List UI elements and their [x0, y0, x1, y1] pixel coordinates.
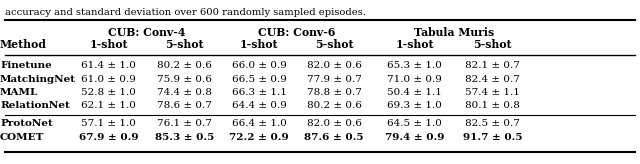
Text: CUB: Conv-4: CUB: Conv-4 — [108, 27, 185, 38]
Text: 50.4 ± 1.1: 50.4 ± 1.1 — [387, 88, 442, 96]
Text: Method: Method — [0, 39, 47, 50]
Text: 57.1 ± 1.0: 57.1 ± 1.0 — [81, 120, 136, 129]
Text: 5-shot: 5-shot — [474, 39, 512, 50]
Text: 78.6 ± 0.7: 78.6 ± 0.7 — [157, 101, 212, 110]
Text: 66.3 ± 1.1: 66.3 ± 1.1 — [232, 88, 287, 96]
Text: 75.9 ± 0.6: 75.9 ± 0.6 — [157, 74, 212, 83]
Text: 61.4 ± 1.0: 61.4 ± 1.0 — [81, 62, 136, 71]
Text: 91.7 ± 0.5: 91.7 ± 0.5 — [463, 133, 522, 142]
Text: 5-shot: 5-shot — [165, 39, 204, 50]
Text: ProtoNet: ProtoNet — [0, 120, 52, 129]
Text: 78.8 ± 0.7: 78.8 ± 0.7 — [307, 88, 362, 96]
Text: RelationNet: RelationNet — [0, 101, 70, 110]
Text: 85.3 ± 0.5: 85.3 ± 0.5 — [155, 133, 214, 142]
Text: 67.9 ± 0.9: 67.9 ± 0.9 — [79, 133, 138, 142]
Text: 76.1 ± 0.7: 76.1 ± 0.7 — [157, 120, 212, 129]
Text: 62.1 ± 1.0: 62.1 ± 1.0 — [81, 101, 136, 110]
Text: 82.0 ± 0.6: 82.0 ± 0.6 — [307, 120, 362, 129]
Text: 87.6 ± 0.5: 87.6 ± 0.5 — [305, 133, 364, 142]
Text: 66.4 ± 1.0: 66.4 ± 1.0 — [232, 120, 287, 129]
Text: 5-shot: 5-shot — [315, 39, 353, 50]
Text: 52.8 ± 1.0: 52.8 ± 1.0 — [81, 88, 136, 96]
Text: 64.4 ± 0.9: 64.4 ± 0.9 — [232, 101, 287, 110]
Text: accuracy and standard deviation over 600 randomly sampled episodes.: accuracy and standard deviation over 600… — [5, 8, 366, 17]
Text: COMET: COMET — [0, 133, 44, 142]
Text: 82.1 ± 0.7: 82.1 ± 0.7 — [465, 62, 520, 71]
Text: 57.4 ± 1.1: 57.4 ± 1.1 — [465, 88, 520, 96]
Text: 64.5 ± 1.0: 64.5 ± 1.0 — [387, 120, 442, 129]
Text: 79.4 ± 0.9: 79.4 ± 0.9 — [385, 133, 444, 142]
Text: 80.2 ± 0.6: 80.2 ± 0.6 — [307, 101, 362, 110]
Text: 82.5 ± 0.7: 82.5 ± 0.7 — [465, 120, 520, 129]
Text: 80.2 ± 0.6: 80.2 ± 0.6 — [157, 62, 212, 71]
Text: 77.9 ± 0.7: 77.9 ± 0.7 — [307, 74, 362, 83]
Text: 82.4 ± 0.7: 82.4 ± 0.7 — [465, 74, 520, 83]
Text: 61.0 ± 0.9: 61.0 ± 0.9 — [81, 74, 136, 83]
Text: 74.4 ± 0.8: 74.4 ± 0.8 — [157, 88, 212, 96]
Text: 66.0 ± 0.9: 66.0 ± 0.9 — [232, 62, 287, 71]
Text: 82.0 ± 0.6: 82.0 ± 0.6 — [307, 62, 362, 71]
Text: 66.5 ± 0.9: 66.5 ± 0.9 — [232, 74, 287, 83]
Text: Finetune: Finetune — [0, 62, 52, 71]
Text: MAML: MAML — [0, 88, 38, 96]
Text: MatchingNet: MatchingNet — [0, 74, 76, 83]
Text: 1-shot: 1-shot — [90, 39, 128, 50]
Text: 80.1 ± 0.8: 80.1 ± 0.8 — [465, 101, 520, 110]
Text: 65.3 ± 1.0: 65.3 ± 1.0 — [387, 62, 442, 71]
Text: Tabula Muris: Tabula Muris — [413, 27, 494, 38]
Text: 1-shot: 1-shot — [396, 39, 434, 50]
Text: 72.2 ± 0.9: 72.2 ± 0.9 — [229, 133, 289, 142]
Text: CUB: Conv-6: CUB: Conv-6 — [258, 27, 335, 38]
Text: 71.0 ± 0.9: 71.0 ± 0.9 — [387, 74, 442, 83]
Text: 69.3 ± 1.0: 69.3 ± 1.0 — [387, 101, 442, 110]
Text: 1-shot: 1-shot — [240, 39, 278, 50]
